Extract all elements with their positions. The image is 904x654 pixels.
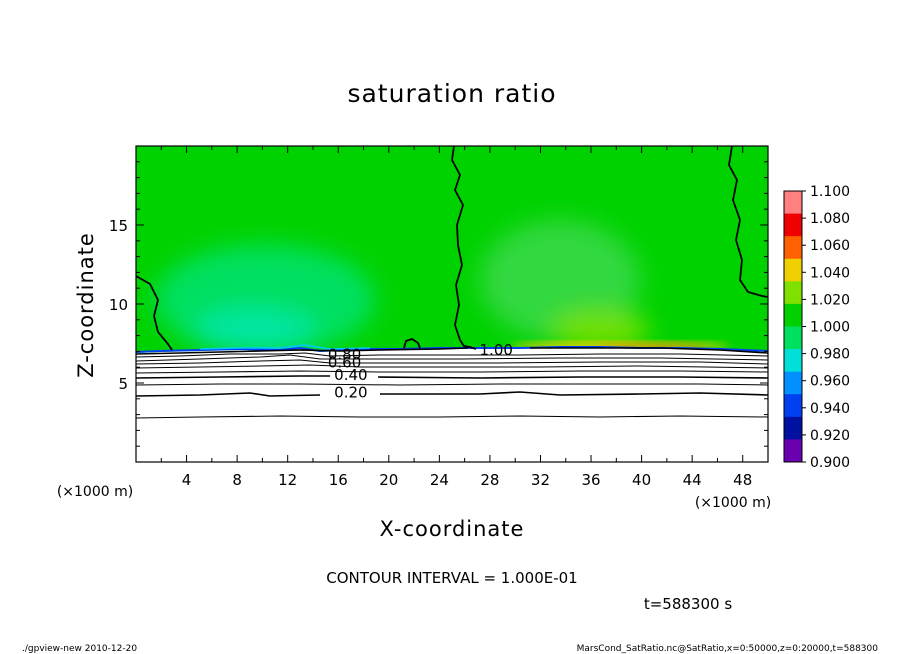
colorbar-label: 0.980 <box>810 347 850 363</box>
x-axis-unit: (×1000 m) <box>695 495 771 511</box>
contour-line-0.90 <box>136 352 768 358</box>
colorbar-label: 1.020 <box>810 292 850 308</box>
colorbar-swatch <box>784 303 802 327</box>
contour-label: 0.20 <box>334 383 367 401</box>
x-tick-label: 16 <box>329 471 348 489</box>
x-tick-label: 8 <box>232 471 242 489</box>
contour-line-0.30 <box>136 383 768 386</box>
colorbar-swatch <box>784 349 802 373</box>
footer-right: MarsCond_SatRatio.nc@SatRatio,x=0:50000,… <box>577 644 879 654</box>
colorbar-label: 0.920 <box>810 428 850 444</box>
contour-line-0.70 <box>136 359 768 365</box>
y-tick-label: 5 <box>118 375 128 393</box>
time-text: t=588300 s <box>644 595 732 613</box>
contour-line-0.80 <box>136 354 768 362</box>
colorbar-label: 0.960 <box>810 374 850 390</box>
colorbar-label: 1.000 <box>810 320 850 336</box>
field-boundary-cyan <box>199 344 371 350</box>
contour-label: 1.00 <box>480 341 513 359</box>
contour-line-upper-right <box>728 146 768 298</box>
field-dry-layer <box>136 348 768 462</box>
colorbar-swatch <box>784 213 802 237</box>
colorbar-label: 0.900 <box>810 455 850 471</box>
x-tick-label: 20 <box>379 471 398 489</box>
contour-line-0.20 <box>136 391 768 397</box>
colorbar-swatch <box>784 439 802 463</box>
colorbar-swatch <box>784 416 802 440</box>
contour-line-small-bump <box>403 338 421 349</box>
colorbar-swatch <box>784 236 802 260</box>
colorbar-label: 1.060 <box>810 238 850 254</box>
x-axis: 4 8 12 16 20 24 28 32 36 40 44 48 <box>160 146 752 489</box>
x-axis-label: X-coordinate <box>380 517 525 541</box>
field-region-right-yellow <box>550 310 650 350</box>
x-tick-label: 44 <box>683 471 702 489</box>
x-tick-label: 48 <box>733 471 752 489</box>
contour-line-0.60 <box>136 364 768 369</box>
colorbar-label: 1.100 <box>810 184 850 200</box>
colorbar-label: 0.940 <box>810 401 850 417</box>
colorbar-swatch <box>784 191 802 215</box>
chart-title: saturation ratio <box>347 79 556 108</box>
field-region-left-lightest <box>195 308 315 352</box>
colorbar-swatch <box>784 281 802 305</box>
contour-label: 0.80 <box>328 346 361 364</box>
contour-line-0.50 <box>136 370 768 374</box>
contour-line-upper-middle <box>451 146 477 350</box>
contour-lines-upper <box>136 146 768 351</box>
x-tick-label: 12 <box>278 471 297 489</box>
contour-label: 0.40 <box>334 366 367 384</box>
y-axis: 5 10 15 <box>109 161 768 447</box>
colorbar-swatch <box>784 394 802 418</box>
contour-line-0.10 <box>136 415 768 419</box>
footer-left: ./gpview-new 2010-12-20 <box>22 644 137 654</box>
contour-label: 0.60 <box>328 353 361 371</box>
y-axis-unit: (×1000 m) <box>57 484 133 500</box>
colorbar-swatch <box>784 326 802 350</box>
contour-line-upper-left <box>136 275 173 351</box>
colorbar-label: 1.080 <box>810 211 850 227</box>
contour-interval-text: CONTOUR INTERVAL = 1.000E-01 <box>326 569 577 587</box>
contour-line-1.00 <box>136 347 768 355</box>
x-tick-label: 28 <box>480 471 499 489</box>
y-tick-label: 15 <box>109 217 128 235</box>
colorbar-swatch <box>784 371 802 395</box>
contour-labels: 0.200.400.600.80 1.00 <box>328 341 513 402</box>
y-axis-label: Z-coordinate <box>74 232 98 378</box>
x-tick-label: 40 <box>632 471 651 489</box>
contour-lines <box>136 347 768 419</box>
x-tick-label: 36 <box>581 471 600 489</box>
x-tick-label: 24 <box>430 471 449 489</box>
x-tick-label: 32 <box>531 471 550 489</box>
x-tick-label: 4 <box>182 471 192 489</box>
y-tick-label: 10 <box>109 296 128 314</box>
colorbar-label: 1.040 <box>810 265 850 281</box>
contour-line-0.40 <box>136 375 768 379</box>
colorbar-swatch <box>784 258 802 282</box>
plot-area: 0.200.400.600.80 1.00 <box>136 146 768 462</box>
colorbar: 0.900 0.920 0.940 0.960 0.980 1.000 1.020 1.040… <box>783 184 850 471</box>
